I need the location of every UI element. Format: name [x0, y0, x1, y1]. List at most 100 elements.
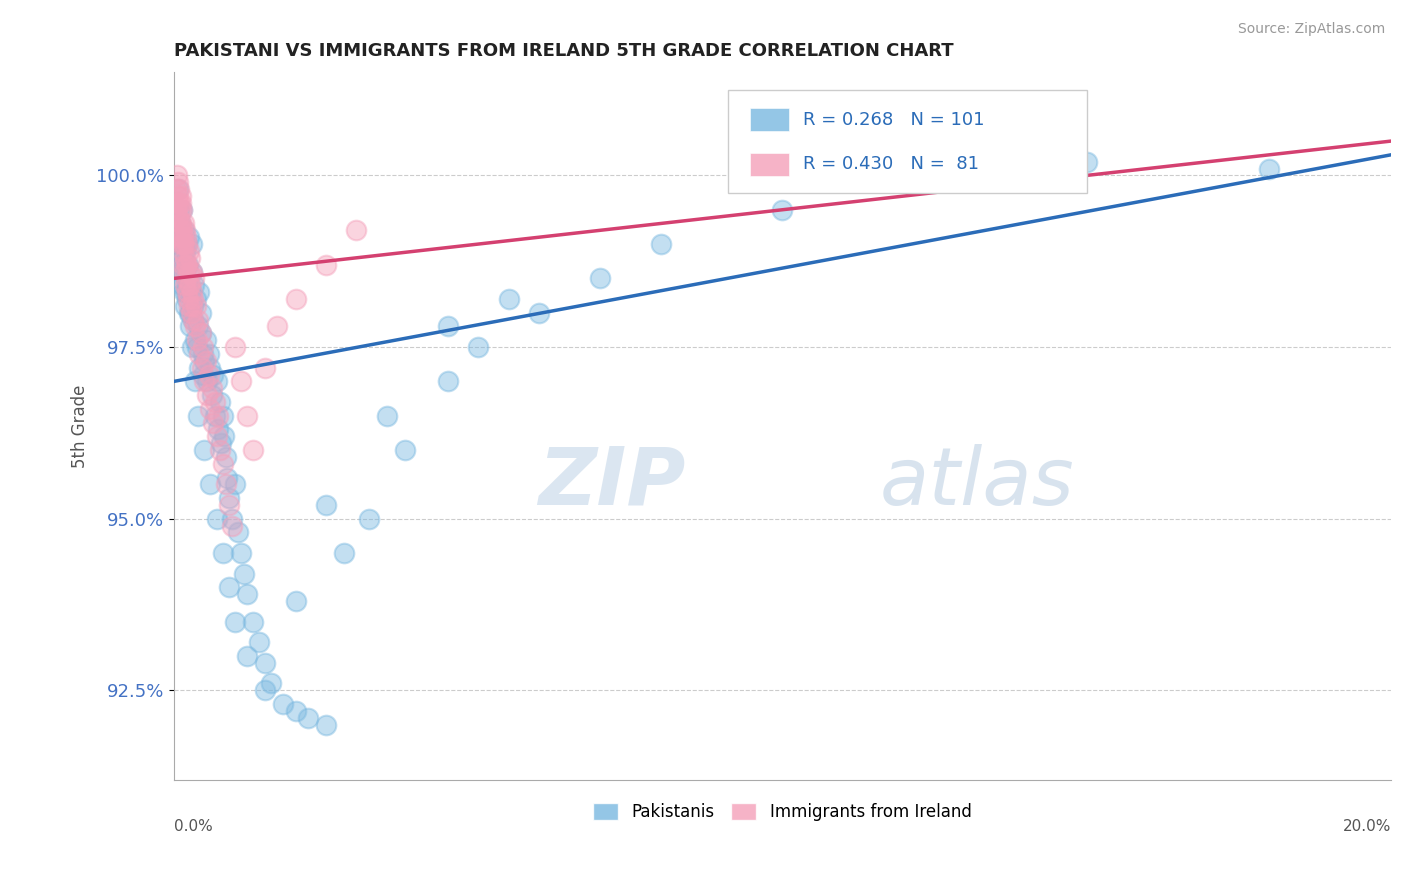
Point	[177, 258, 200, 272]
Legend: Pakistanis, Immigrants from Ireland: Pakistanis, Immigrants from Ireland	[586, 797, 979, 828]
Point	[236, 648, 259, 663]
Point	[195, 388, 218, 402]
Point	[254, 656, 277, 670]
Point	[173, 217, 195, 231]
Point	[207, 409, 229, 423]
Point	[186, 333, 208, 347]
Point	[180, 306, 202, 320]
Point	[205, 429, 228, 443]
Point	[195, 353, 218, 368]
Point	[209, 436, 232, 450]
Point	[181, 264, 204, 278]
Text: ZIP: ZIP	[537, 443, 685, 522]
Point	[284, 704, 307, 718]
Point	[184, 292, 207, 306]
Point	[247, 635, 270, 649]
Point	[211, 546, 233, 560]
Point	[181, 340, 204, 354]
Point	[218, 498, 240, 512]
FancyBboxPatch shape	[749, 109, 789, 131]
Text: R = 0.268   N = 101: R = 0.268 N = 101	[803, 111, 984, 128]
Point	[208, 395, 231, 409]
Point	[173, 223, 195, 237]
Point	[172, 258, 194, 272]
Point	[173, 237, 195, 252]
Point	[167, 175, 190, 189]
Point	[184, 333, 207, 347]
Point	[232, 566, 254, 581]
Point	[589, 271, 612, 285]
Point	[165, 202, 187, 217]
Point	[187, 312, 209, 326]
Point	[202, 416, 225, 430]
Point	[436, 375, 458, 389]
Point	[181, 299, 204, 313]
Point	[181, 312, 204, 326]
Point	[166, 182, 188, 196]
Point	[527, 306, 550, 320]
Point	[166, 195, 188, 210]
Point	[167, 210, 190, 224]
Point	[173, 264, 195, 278]
Point	[169, 217, 191, 231]
Point	[169, 189, 191, 203]
Point	[284, 594, 307, 608]
Point	[187, 319, 209, 334]
Point	[176, 285, 198, 300]
Point	[176, 237, 198, 252]
Point	[170, 278, 193, 293]
Point	[179, 306, 201, 320]
Point	[436, 319, 458, 334]
Point	[173, 244, 195, 258]
Point	[221, 518, 243, 533]
Point	[169, 230, 191, 244]
Point	[188, 360, 211, 375]
Point	[229, 546, 252, 560]
FancyBboxPatch shape	[728, 90, 1087, 193]
Point	[165, 182, 187, 196]
Point	[254, 360, 277, 375]
Point	[467, 340, 489, 354]
Point	[181, 237, 204, 252]
Point	[197, 347, 219, 361]
Point	[167, 271, 190, 285]
Point	[193, 353, 215, 368]
Point	[190, 306, 212, 320]
Point	[226, 525, 249, 540]
Point	[273, 697, 295, 711]
Point	[179, 244, 201, 258]
Point	[315, 498, 337, 512]
Point	[190, 326, 212, 341]
Point	[214, 477, 236, 491]
Point	[236, 409, 259, 423]
Point	[201, 388, 224, 402]
Y-axis label: 5th Grade: 5th Grade	[72, 384, 89, 467]
Point	[166, 189, 188, 203]
Point	[187, 285, 209, 300]
Point	[893, 169, 915, 183]
Point	[297, 711, 319, 725]
Point	[169, 182, 191, 196]
Point	[184, 375, 207, 389]
Point	[172, 237, 194, 252]
Point	[179, 278, 201, 293]
Point	[183, 292, 205, 306]
Point	[173, 285, 195, 300]
Text: 0.0%: 0.0%	[174, 819, 212, 833]
Point	[174, 271, 197, 285]
Point	[172, 251, 194, 265]
Point	[191, 368, 214, 382]
Point	[167, 230, 190, 244]
Point	[190, 326, 212, 341]
Point	[333, 546, 356, 560]
Point	[169, 202, 191, 217]
Point	[224, 340, 246, 354]
Point	[254, 683, 277, 698]
Point	[170, 223, 193, 237]
Point	[214, 429, 236, 443]
Point	[174, 251, 197, 265]
Point	[198, 368, 221, 382]
Point	[167, 195, 190, 210]
Point	[315, 258, 337, 272]
Point	[191, 360, 214, 375]
